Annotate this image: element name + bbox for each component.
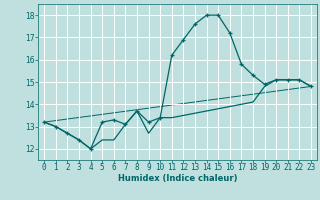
- X-axis label: Humidex (Indice chaleur): Humidex (Indice chaleur): [118, 174, 237, 183]
